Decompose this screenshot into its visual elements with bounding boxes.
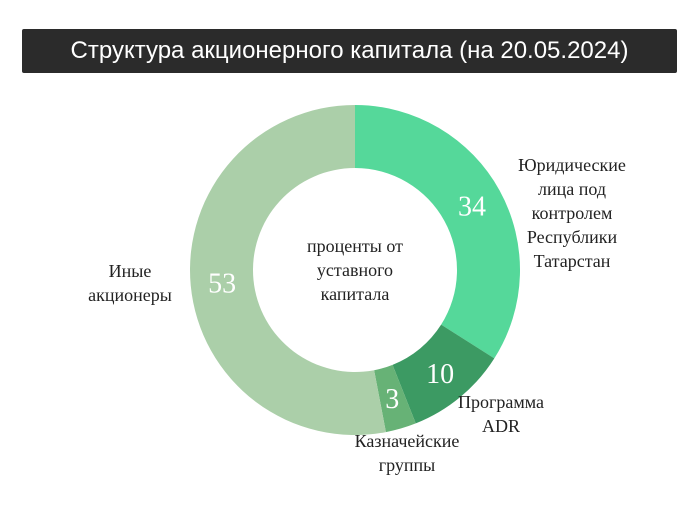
donut-slice — [355, 105, 520, 359]
donut-slice — [189, 105, 386, 436]
slice-value-label: 53 — [208, 269, 236, 300]
slice-value-label: 10 — [426, 359, 454, 390]
slice-value-label: 3 — [385, 384, 399, 415]
category-labels: Юридические лица под контролем Республики Та… — [88, 155, 626, 475]
slice-value-label: 34 — [458, 192, 486, 223]
slice-category-label: Юридические лица под контролем Республики Та… — [518, 155, 626, 271]
center-label: проценты от уставного капитала — [307, 236, 403, 304]
donut-slice — [374, 364, 416, 433]
donut-slices — [189, 105, 520, 436]
slice-category-label: Казначейские группы — [355, 431, 460, 475]
chart-title: Структура акционерного капитала (на 20.0… — [22, 29, 677, 73]
donut-slice — [392, 324, 495, 424]
value-labels: 34 10 3 53 — [208, 192, 486, 416]
slice-category-label: Иные акционеры — [88, 261, 172, 305]
slice-category-label: Программа ADR — [458, 392, 544, 436]
